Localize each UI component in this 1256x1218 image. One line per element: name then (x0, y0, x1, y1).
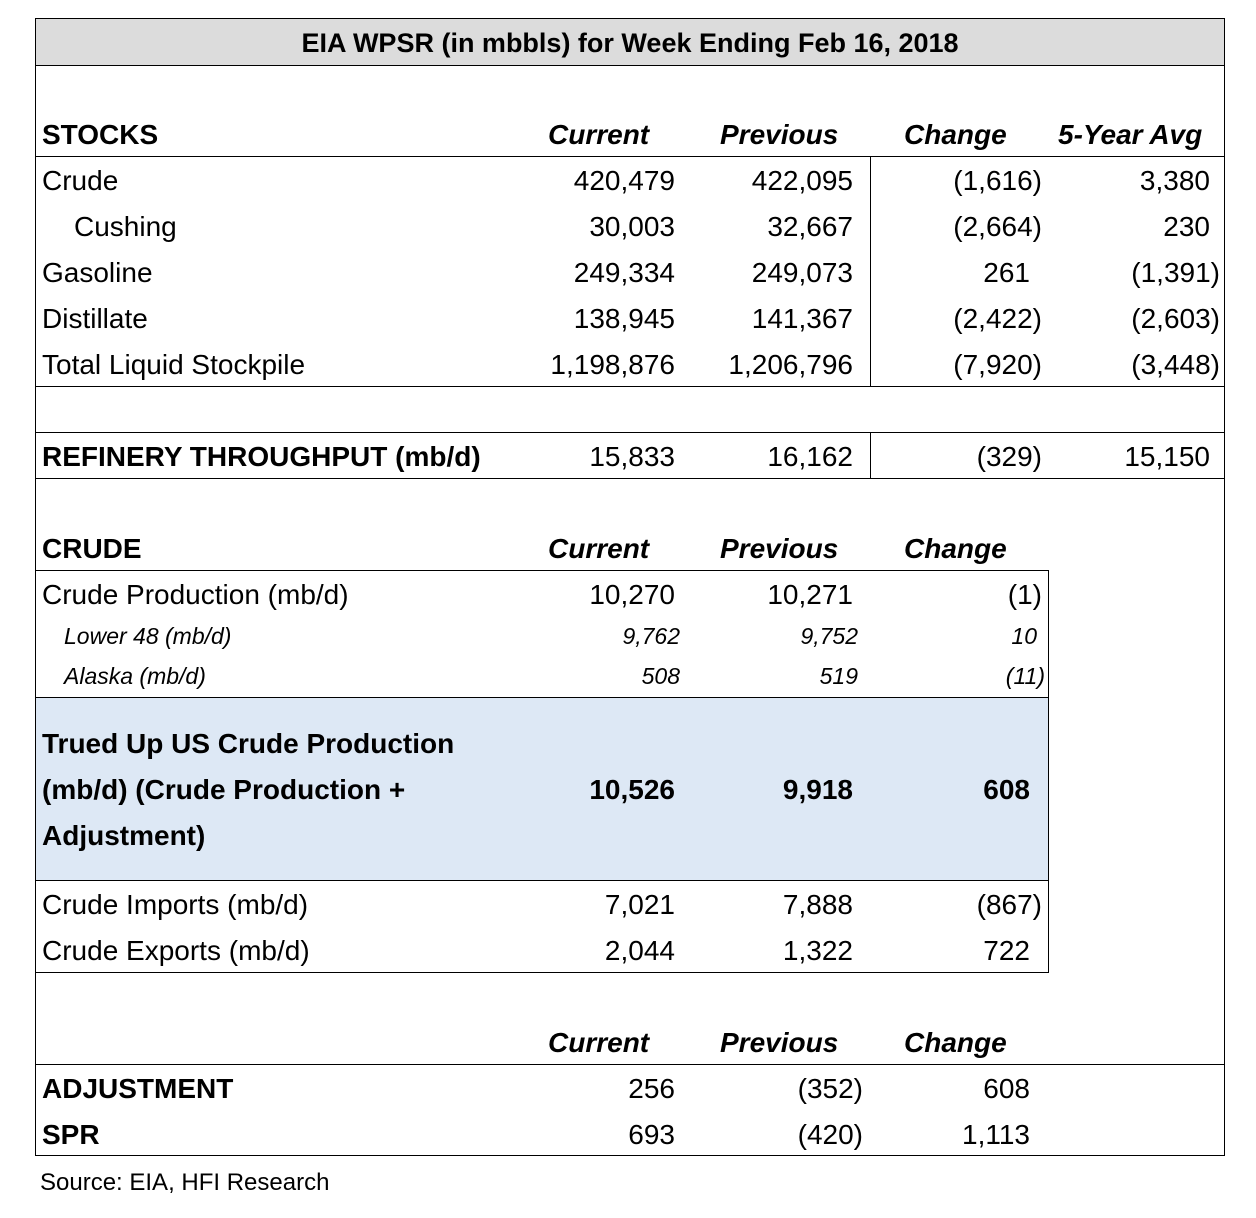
cell-current: 2,044 (604, 935, 675, 966)
cell-avg: 230 (1163, 211, 1210, 242)
row-label: Cushing (74, 211, 177, 242)
refinery-change: (329) (976, 441, 1042, 472)
divider (870, 156, 871, 386)
cell-current: 420,479 (573, 165, 675, 196)
cell-change: (867) (976, 889, 1042, 920)
refinery-previous: 16,162 (767, 441, 853, 472)
trued-label-line-2: (mb/d) (Crude Production + (42, 774, 406, 805)
stocks-heading: STOCKS (42, 119, 159, 150)
row-label: Alaska (mb/d) (64, 663, 206, 689)
row-label: Total Liquid Stockpile (42, 349, 306, 380)
cell-previous: 1,206,796 (728, 349, 853, 380)
cell-change: (1) (1007, 579, 1042, 610)
refinery-avg: 15,150 (1124, 441, 1210, 472)
cell-change: 722 (983, 935, 1030, 966)
col-previous: Previous (720, 533, 839, 564)
cell-previous: 10,271 (767, 579, 853, 610)
cell-current: 7,021 (604, 889, 675, 920)
col-change: Change (904, 533, 1007, 564)
trued-previous: 9,918 (782, 774, 853, 805)
cell-current: 1,198,876 (550, 349, 675, 380)
row-label: Crude Production (mb/d) (42, 579, 349, 610)
adjustment-current: 256 (628, 1073, 675, 1104)
divider (870, 432, 871, 478)
spr-change: 1,113 (962, 1119, 1030, 1150)
cell-previous: 1,322 (782, 935, 853, 966)
divider (35, 156, 1225, 157)
row-label: Lower 48 (mb/d) (64, 623, 232, 649)
cell-previous: 32,667 (767, 211, 853, 242)
cell-previous: 249,073 (751, 257, 853, 288)
row-label: Distillate (42, 303, 148, 334)
divider (1048, 570, 1049, 972)
adjustment-label: ADJUSTMENT (42, 1073, 234, 1104)
adjustment-change: 608 (983, 1073, 1030, 1104)
spr-previous: (420) (797, 1119, 863, 1150)
divider (35, 1064, 1225, 1065)
col-5yr-avg: 5-Year Avg (1058, 119, 1203, 150)
spr-label: SPR (42, 1119, 100, 1150)
cell-current: 9,762 (622, 623, 680, 649)
cell-avg: (3,448) (1131, 349, 1220, 380)
refinery-current: 15,833 (589, 441, 675, 472)
trued-current: 10,526 (589, 774, 675, 805)
divider (35, 880, 1049, 881)
cell-change: (11) (1005, 663, 1045, 689)
cell-previous: 141,367 (751, 303, 853, 334)
table-title: EIA WPSR (in mbbls) for Week Ending Feb … (35, 18, 1225, 66)
cell-avg: (2,603) (1131, 303, 1220, 334)
divider (35, 570, 1049, 571)
col-change: Change (904, 119, 1007, 150)
cell-avg: (1,391) (1131, 257, 1220, 288)
cell-change: (7,920) (953, 349, 1042, 380)
divider (35, 432, 1225, 433)
cell-current: 30,003 (589, 211, 675, 242)
row-label: Crude Imports (mb/d) (42, 889, 309, 920)
cell-previous: 422,095 (751, 165, 853, 196)
refinery-label: REFINERY THROUGHPUT (mb/d) (42, 441, 481, 472)
trued-change: 608 (983, 774, 1030, 805)
cell-change: 261 (983, 257, 1030, 288)
cell-change: (2,422) (953, 303, 1042, 334)
cell-previous: 519 (819, 663, 858, 689)
col-current: Current (548, 1027, 650, 1058)
col-change: Change (904, 1027, 1007, 1058)
adjustment-previous: (352) (797, 1073, 863, 1104)
cell-current: 508 (641, 663, 680, 689)
highlight-block (36, 697, 1048, 880)
cell-previous: 7,888 (782, 889, 853, 920)
divider (35, 697, 1049, 698)
cell-current: 138,945 (573, 303, 675, 334)
spr-current: 693 (628, 1119, 675, 1150)
row-label: Gasoline (42, 257, 153, 288)
source-note: Source: EIA, HFI Research (40, 1169, 330, 1196)
divider (35, 386, 1225, 387)
cell-change: 10 (1011, 623, 1037, 649)
col-previous: Previous (720, 119, 839, 150)
row-label: Crude (42, 165, 119, 196)
col-current: Current (548, 533, 650, 564)
cell-current: 10,270 (589, 579, 675, 610)
cell-avg: 3,380 (1139, 165, 1210, 196)
trued-label-line-1: Trued Up US Crude Production (42, 728, 455, 759)
trued-label-line-3: Adjustment) (42, 820, 206, 851)
col-current: Current (548, 119, 650, 150)
cell-change: (1,616) (953, 165, 1042, 196)
cell-previous: 9,752 (800, 623, 858, 649)
crude-heading: CRUDE (42, 533, 142, 564)
row-label: Crude Exports (mb/d) (42, 935, 310, 966)
cell-current: 249,334 (573, 257, 675, 288)
col-previous: Previous (720, 1027, 839, 1058)
cell-change: (2,664) (953, 211, 1042, 242)
divider (35, 972, 1049, 973)
divider (35, 478, 1225, 479)
